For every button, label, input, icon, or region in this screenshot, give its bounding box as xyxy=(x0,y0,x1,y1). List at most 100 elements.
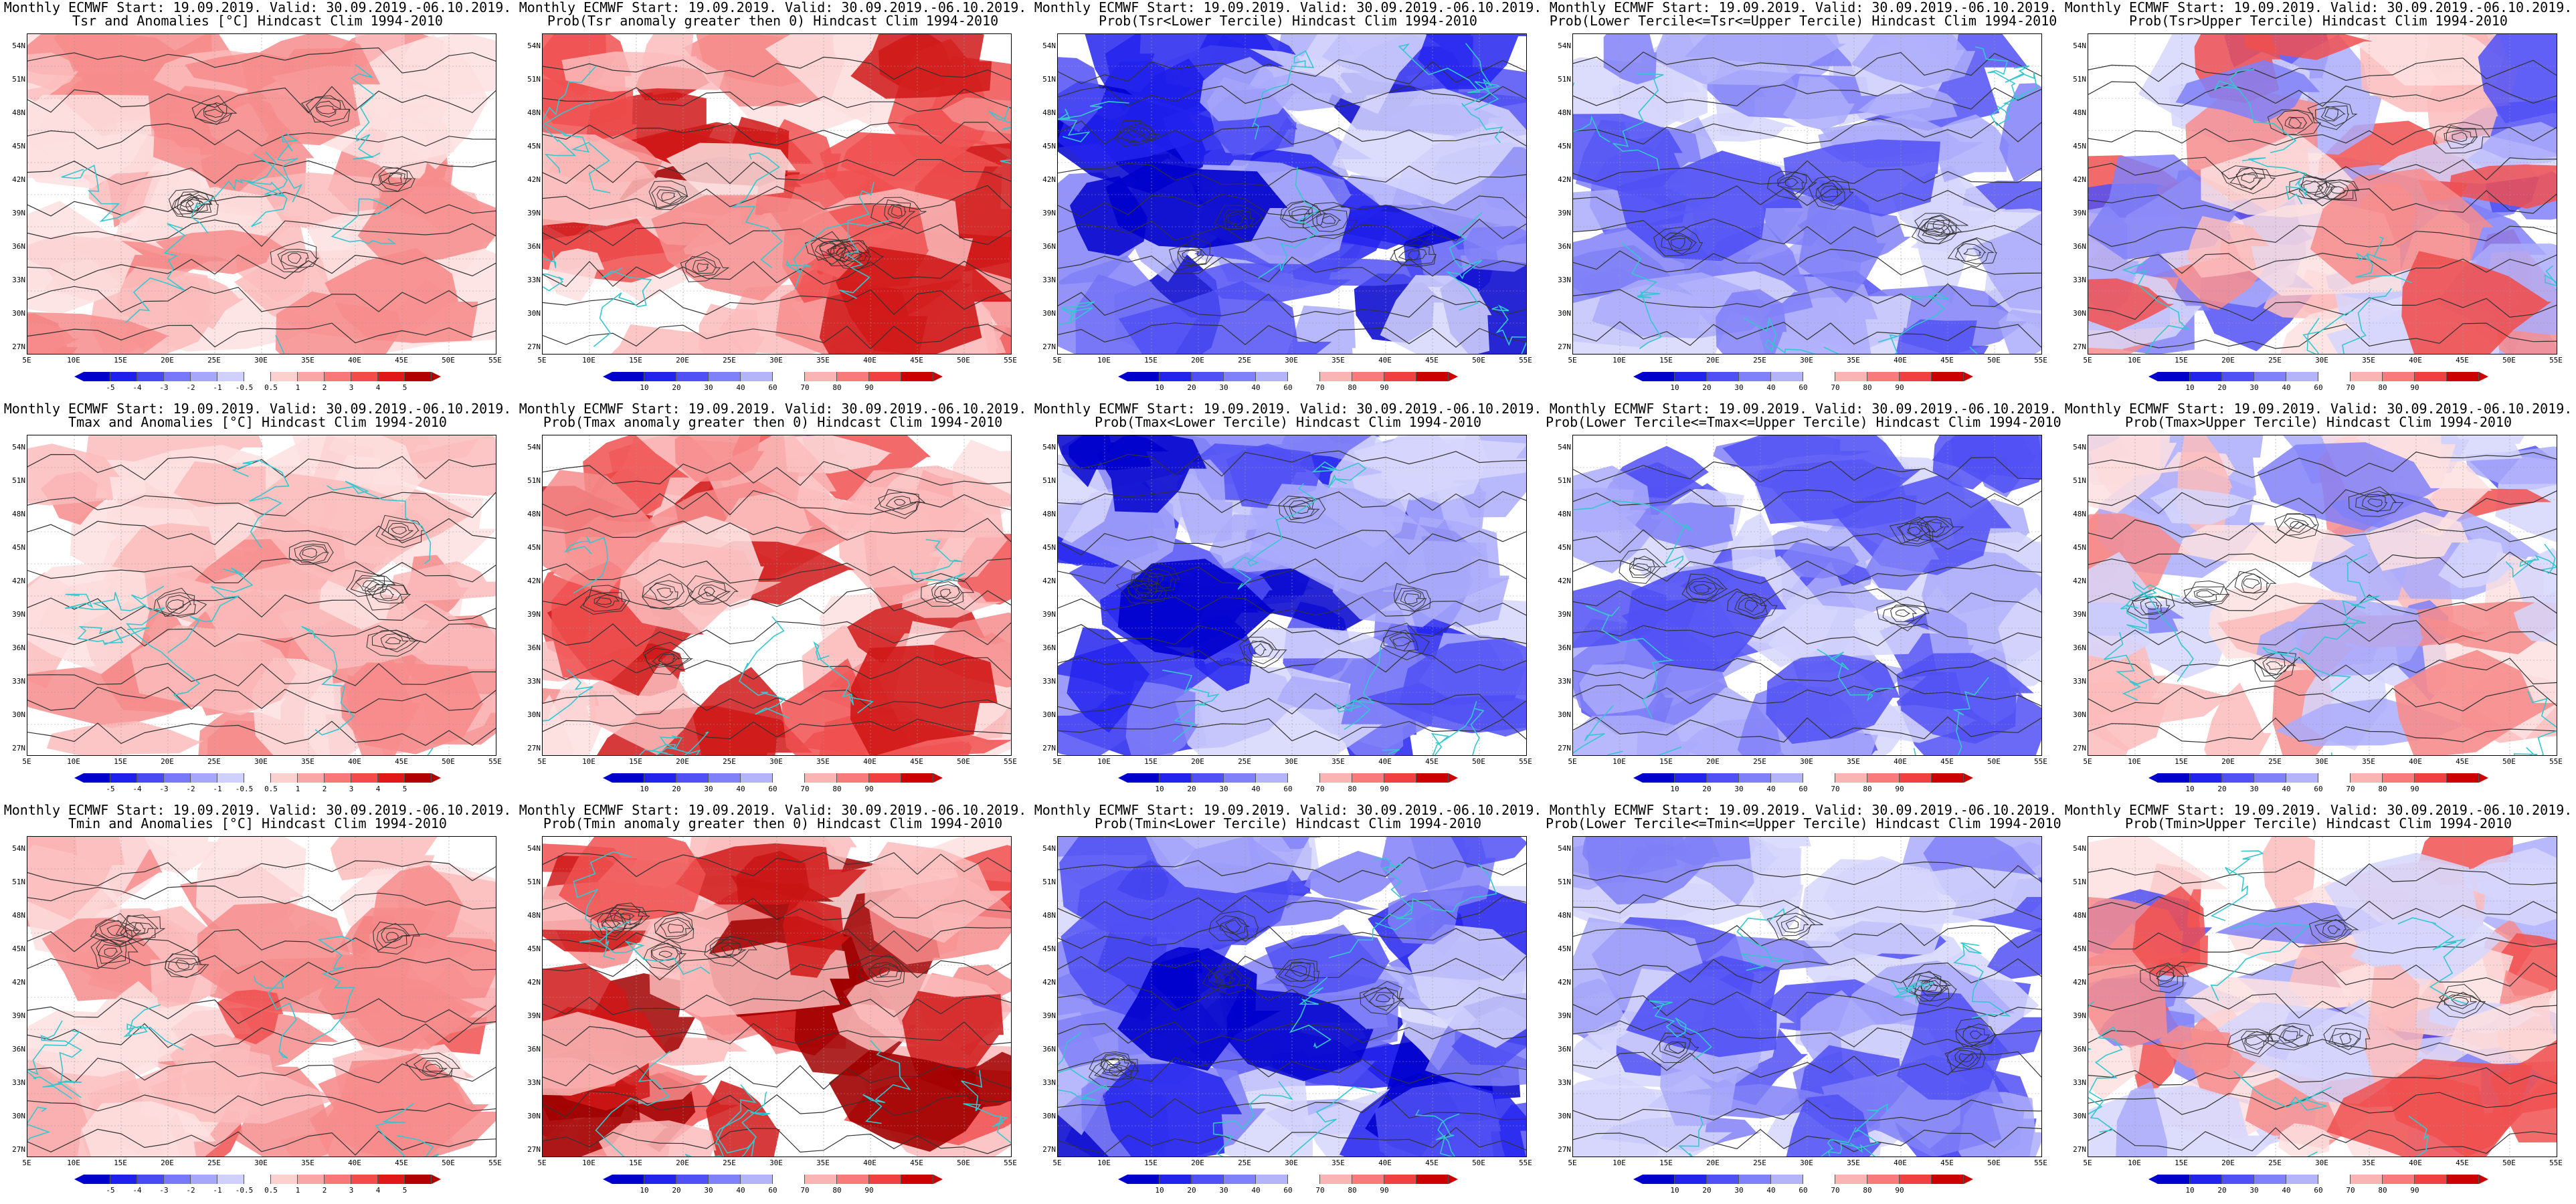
shade-area xyxy=(1766,654,1900,744)
colorbar-label: 80 xyxy=(1863,1186,1872,1195)
coastline xyxy=(2306,318,2320,354)
colorbar-label: 10 xyxy=(2185,383,2195,392)
colorbar-cell xyxy=(805,773,837,783)
lon-tick-label: 15E xyxy=(1659,757,1673,766)
panel-subtitle: Tsr and Anomalies [°C] Hindcast Clim 199… xyxy=(72,13,443,29)
colorbar-label: 0.5 xyxy=(264,1186,278,1195)
panel-title: Monthly ECMWF Start: 19.09.2019. Valid: … xyxy=(1034,803,1542,818)
colorbar-cell xyxy=(1900,1175,1932,1184)
lat-tick-label: 45N xyxy=(1558,543,1571,552)
map-field xyxy=(27,836,496,1157)
lon-tick-label: 30E xyxy=(254,757,268,766)
terrain-contour xyxy=(870,197,927,230)
terrain-contour xyxy=(2277,513,2318,536)
coastline xyxy=(839,182,875,299)
terrain-contour xyxy=(1219,916,1250,935)
colorbar-label: 60 xyxy=(1283,785,1293,793)
coastline xyxy=(1058,100,1129,142)
colorbar-labels: 10 20 30 40 60 70 80 90 xyxy=(1127,383,1449,393)
colorbar-label: 60 xyxy=(1283,383,1293,392)
shade-core xyxy=(1626,955,1780,1058)
colorbar-cell xyxy=(244,372,271,381)
colorbar-arrow-left xyxy=(2148,372,2158,381)
colorbar-cell xyxy=(191,372,217,381)
colorbar-cell xyxy=(1160,1175,1192,1184)
shade-area xyxy=(941,97,1011,134)
lon-tick-label: 55E xyxy=(2034,1159,2047,1167)
colorbar-label: -3 xyxy=(159,785,169,793)
terrain-contour xyxy=(2322,918,2347,938)
terrain-contour xyxy=(2339,1032,2352,1045)
colorbar-label: 0.5 xyxy=(264,383,278,392)
lat-tick-label: 33N xyxy=(527,677,541,686)
colorbar-label: 10 xyxy=(2185,1186,2195,1195)
lat-tick-label: 42N xyxy=(12,175,25,184)
panel-title: Monthly ECMWF Start: 19.09.2019. Valid: … xyxy=(1034,401,1542,417)
lon-tick-label: 30E xyxy=(254,1159,268,1167)
colorbar-label: 40 xyxy=(1766,1186,1776,1195)
colorbar-cell xyxy=(164,372,191,381)
terrain-contour xyxy=(1243,640,1281,665)
colorbar-label: 90 xyxy=(864,785,874,793)
colorbar-cell xyxy=(1320,1175,1352,1184)
colorbar-cell xyxy=(1932,773,1964,783)
colorbar-cell xyxy=(84,773,110,783)
terrain-contour xyxy=(709,939,747,959)
terrain-contour xyxy=(1661,232,1697,255)
lat-tick-label: 36N xyxy=(2073,643,2086,652)
lat-tick-label: 48N xyxy=(527,911,541,920)
terrain-contour xyxy=(167,599,185,610)
terrain-contour xyxy=(385,932,399,941)
lat-tick-label: 30N xyxy=(1042,1112,1056,1120)
lat-tick-label: 27N xyxy=(12,342,25,351)
colorbar-label: 3 xyxy=(349,785,354,793)
terrain-contour xyxy=(858,954,905,988)
lat-tick-label: 51N xyxy=(1042,878,1056,886)
map-panel: Monthly ECMWF Start: 19.09.2019. Valid: … xyxy=(2061,0,2576,401)
coastline xyxy=(2122,262,2190,354)
colorbar-label: 90 xyxy=(1895,1186,1904,1195)
terrain-contour xyxy=(1248,640,1274,658)
map-field xyxy=(1057,836,1527,1157)
shade-core xyxy=(2393,649,2557,755)
isotherm-contour xyxy=(1573,456,2041,483)
coastline xyxy=(247,153,288,227)
isotherm-contour xyxy=(1573,489,2041,512)
lon-tick-label: 15E xyxy=(1659,1159,1673,1167)
coastline xyxy=(1849,1142,1876,1157)
lon-tick-label: 55E xyxy=(2034,356,2047,365)
terrain-contour xyxy=(1239,637,1287,669)
panel-title: Monthly ECMWF Start: 19.09.2019. Valid: … xyxy=(3,401,512,417)
isotherm-contour xyxy=(27,686,496,714)
colorbar-cell xyxy=(1867,773,1900,783)
isotherm-contour xyxy=(2088,295,2557,322)
terrain-contour xyxy=(1114,120,1160,147)
coastline xyxy=(2408,1115,2429,1157)
colorbar-cell xyxy=(741,372,773,381)
colorbar-labels: 10 20 30 40 60 70 80 90 xyxy=(612,383,933,393)
lat-tick-label: 42N xyxy=(1042,175,1056,184)
terrain-contour xyxy=(302,548,318,559)
lon-tick-label: 30E xyxy=(1285,1159,1298,1167)
lon-tick-label: 20E xyxy=(161,356,174,365)
lon-tick-label: 50E xyxy=(2502,1159,2516,1167)
coastline xyxy=(684,1084,757,1157)
map-canvas xyxy=(1573,34,2041,354)
isotherm-contour xyxy=(1573,283,2041,308)
terrain-contour xyxy=(1360,981,1404,1015)
lat-tick-label: 39N xyxy=(1558,1011,1571,1020)
lon-tick-label: 40E xyxy=(1894,757,1907,766)
lon-tick-label: 10E xyxy=(67,1159,80,1167)
coastline xyxy=(167,567,254,654)
coastline xyxy=(254,974,297,1059)
colorbar-label: 10 xyxy=(1155,383,1164,392)
colorbar-cell xyxy=(110,1175,137,1184)
lat-tick-label: 27N xyxy=(527,342,541,351)
colorbar-labels: -5 -4 -3 -2 -1 -0.5 0.5 1 2 3 4 5 xyxy=(84,383,432,393)
colorbar-cell xyxy=(1643,372,1675,381)
terrain-contour xyxy=(1896,521,1931,544)
lat-tick-label: 48N xyxy=(12,108,25,117)
colorbar-labels: 10 20 30 40 60 70 80 90 xyxy=(2158,383,2479,393)
colorbar-label: -5 xyxy=(106,1186,115,1195)
panel-subtitle: Tmin and Anomalies [°C] Hindcast Clim 19… xyxy=(68,815,447,831)
